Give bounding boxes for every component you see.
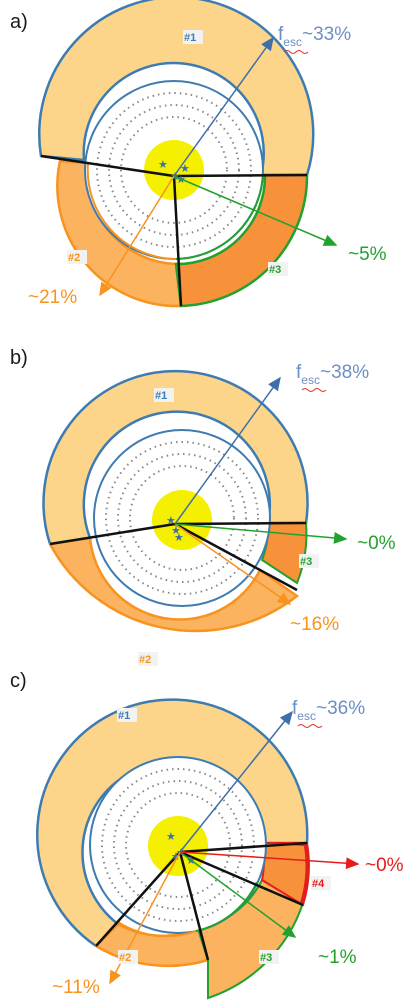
- panel-c: c) ★ ★ ★ ★ #1 #2 #3 #4 fesc~36% ~: [10, 670, 404, 1000]
- region-3-inner-edge: [195, 881, 258, 932]
- spellcheck-squiggle: [297, 724, 323, 728]
- central-cluster: [148, 816, 208, 876]
- region-3-pct: ~1%: [318, 947, 357, 968]
- sector-boundary: [179, 841, 308, 854]
- region-2-label: #2: [68, 252, 80, 264]
- region-4-edge: [262, 843, 309, 903]
- star-icon: ★: [174, 532, 184, 544]
- panel-c-label: c): [10, 670, 27, 692]
- region-2-pct: ~16%: [290, 614, 339, 635]
- sector-boundary: [178, 851, 210, 961]
- panel-b: b) ★ ★ ★ #1 #2 #3 fesc~38% ~16% ~0%: [10, 347, 396, 666]
- star-icon: ★: [158, 159, 168, 171]
- region-2-arrow: [99, 175, 175, 297]
- label-tag: [183, 30, 203, 44]
- region-1-label: #1: [184, 32, 196, 44]
- sector-boundary: [179, 850, 304, 907]
- sector-boundary: [173, 173, 308, 178]
- label-tag: [259, 950, 279, 964]
- star-icon: ★: [171, 525, 181, 537]
- dotted-ring: [108, 104, 240, 236]
- label-tag: [268, 262, 288, 276]
- region-2-arrow: [174, 523, 292, 605]
- region-4-label: #4: [312, 878, 325, 890]
- region-3-inner-edge: [175, 174, 264, 260]
- region-4-pct: ~0%: [365, 855, 404, 876]
- region-2-label: #2: [119, 952, 131, 964]
- sector-boundary: [49, 522, 176, 546]
- region-1-label: #1: [155, 390, 167, 402]
- region-2-shell: [48, 536, 300, 633]
- sector-boundary: [172, 175, 183, 307]
- dotted-ring: [117, 453, 247, 583]
- label-tag: [154, 388, 174, 402]
- dotted-ring: [105, 441, 259, 595]
- dotted-ring: [96, 92, 252, 248]
- dotted-ring: [120, 116, 228, 224]
- spellcheck-squiggle: [301, 388, 327, 392]
- label-tag: [118, 950, 138, 964]
- region-3-arrow: [173, 175, 338, 246]
- region-2-label: #2: [139, 654, 151, 666]
- spellcheck-squiggle: [283, 50, 309, 54]
- region-4-arrow: [179, 851, 360, 870]
- region-1-shell: [36, 698, 309, 948]
- label-tag: [311, 876, 331, 890]
- panel-a: a) ★ ★ ★ ★ #1 #2 #3: [10, 0, 387, 308]
- fesc-label: fesc~33%: [278, 24, 351, 49]
- sector-boundary: [174, 522, 298, 592]
- escape-arrow: [179, 710, 293, 853]
- panel-b-label: b): [10, 347, 28, 369]
- region-3-pct: ~5%: [348, 244, 387, 265]
- region-1-label: #1: [118, 710, 130, 722]
- region-2-pct: ~21%: [28, 287, 77, 308]
- dotted-ring: [129, 465, 235, 571]
- dotted-ring: [125, 792, 231, 898]
- star-icon: ★: [166, 831, 176, 843]
- region-1-shell: [42, 369, 309, 546]
- label-tag: [117, 708, 137, 722]
- panel-a-label: a): [10, 11, 28, 33]
- star-icon: ★: [166, 515, 176, 527]
- region-3-pct: ~0%: [357, 533, 396, 554]
- region-1-shell: [38, 0, 315, 177]
- escape-arrow: [174, 376, 281, 525]
- sector-boundary: [95, 851, 181, 947]
- region-3-arrow: [174, 523, 348, 544]
- star-icon: ★: [180, 163, 190, 175]
- label-tag: [299, 554, 319, 568]
- sector-boundary: [40, 154, 175, 178]
- sector-boundary: [174, 521, 307, 526]
- dotted-ring: [113, 780, 243, 910]
- fesc-label: fesc~38%: [296, 362, 369, 387]
- region-3-label: #3: [260, 952, 272, 964]
- region-2-inner-edge: [86, 162, 177, 260]
- region-2-inner-edge: [117, 921, 197, 938]
- region-3-arrow: [179, 851, 297, 938]
- dotted-ring: [101, 768, 255, 922]
- region-2-pct: ~11%: [52, 977, 100, 998]
- region-3-label: #3: [269, 264, 281, 276]
- star-icon: ★: [176, 174, 186, 186]
- star-icon: ★: [171, 851, 181, 863]
- label-tag: [138, 652, 158, 666]
- region-3-label: #3: [300, 556, 312, 568]
- escape-arrow: [173, 36, 274, 177]
- fesc-label: fesc~36%: [292, 698, 365, 723]
- label-tag: [67, 250, 87, 264]
